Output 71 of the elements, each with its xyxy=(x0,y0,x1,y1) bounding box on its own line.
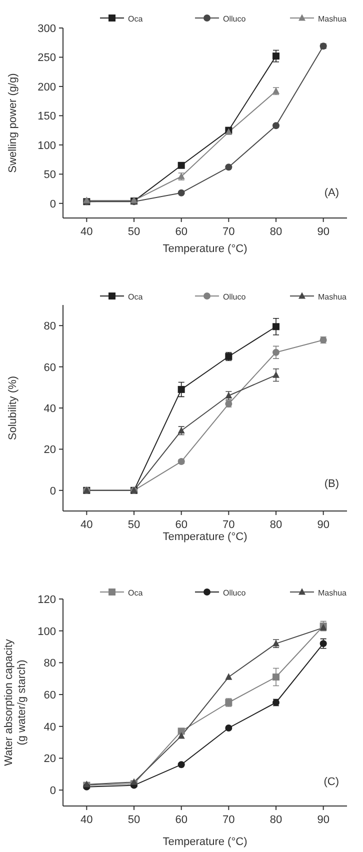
y-tick-label: 40 xyxy=(44,403,56,415)
legend-label: Mashua xyxy=(318,292,348,302)
legend-label: Oca xyxy=(128,588,144,598)
x-tick-label: 80 xyxy=(270,226,282,238)
annotation: (B) xyxy=(324,478,339,490)
y-axis-title: Solubility (%) xyxy=(7,376,19,440)
annotation: (A) xyxy=(324,187,339,199)
point xyxy=(225,673,232,680)
x-tick-label: 50 xyxy=(128,226,140,238)
y-tick-label: 250 xyxy=(38,52,56,64)
y-tick-label: 150 xyxy=(38,110,56,123)
point xyxy=(178,386,185,393)
y-tick-label: 0 xyxy=(50,785,56,798)
x-tick-label: 90 xyxy=(317,519,330,531)
point xyxy=(178,162,185,169)
x-tick-label: 80 xyxy=(270,814,282,826)
y-tick-label: 50 xyxy=(44,169,56,182)
y-tick-label: 0 xyxy=(50,198,56,210)
x-tick-label: 60 xyxy=(175,226,188,238)
y-tick-label: 80 xyxy=(44,320,56,333)
point xyxy=(225,724,232,732)
x-tick-label: 70 xyxy=(222,519,235,531)
y-axis-title: Swelling power (g/g) xyxy=(7,73,19,173)
x-tick-label: 60 xyxy=(175,519,188,531)
x-tick-label: 60 xyxy=(175,814,188,826)
x-tick-label: 40 xyxy=(80,519,93,531)
point xyxy=(272,674,280,681)
point xyxy=(272,371,280,378)
point xyxy=(272,122,280,130)
x-tick-label: 70 xyxy=(222,226,235,238)
x-axis-title: Temperature (°C) xyxy=(162,836,248,848)
y-tick-label: 20 xyxy=(44,444,56,456)
y-tick-label: 60 xyxy=(44,362,56,374)
y-tick-label: 0 xyxy=(50,485,56,498)
legend-label: Oca xyxy=(128,292,144,302)
x-axis-title: Temperature (°C) xyxy=(162,243,248,255)
y-tick-label: 40 xyxy=(44,721,56,734)
x-tick-label: 70 xyxy=(222,814,235,826)
y-axis-title: Water absorption capacity (g water/g starch) xyxy=(3,638,28,766)
legend-label: Oca xyxy=(128,14,144,24)
point xyxy=(272,52,280,60)
y-tick-label: 20 xyxy=(44,753,56,766)
y-tick-label: 200 xyxy=(38,81,56,94)
x-tick-label: 50 xyxy=(128,519,140,531)
x-tick-label: 40 xyxy=(80,226,93,238)
y-tick-label: 120 xyxy=(38,594,56,606)
x-axis-title: Temperature (°C) xyxy=(162,531,248,543)
legend-label: Olluco xyxy=(223,588,246,598)
y-tick-label: 80 xyxy=(44,658,56,670)
x-tick-label: 90 xyxy=(317,814,330,826)
legend-label: Olluco xyxy=(223,14,246,24)
y-tick-label: 100 xyxy=(38,626,56,638)
legend-label: Olluco xyxy=(223,292,246,302)
x-tick-label: 90 xyxy=(317,226,330,238)
x-tick-label: 50 xyxy=(128,814,140,826)
y-tick-label: 60 xyxy=(44,690,56,702)
y-tick-label: 100 xyxy=(38,140,56,152)
y-tick-label: 300 xyxy=(38,23,56,35)
x-tick-label: 80 xyxy=(270,519,282,531)
point xyxy=(130,778,138,785)
point xyxy=(178,761,185,768)
point xyxy=(178,189,185,196)
annotation: (C) xyxy=(324,776,339,788)
point xyxy=(272,323,280,330)
point xyxy=(225,164,232,171)
legend-label: Mashua xyxy=(318,588,348,598)
point xyxy=(272,348,280,356)
point xyxy=(178,728,185,735)
x-tick-label: 40 xyxy=(80,814,93,826)
point xyxy=(178,732,185,739)
legend-label: Mashua xyxy=(318,14,348,24)
